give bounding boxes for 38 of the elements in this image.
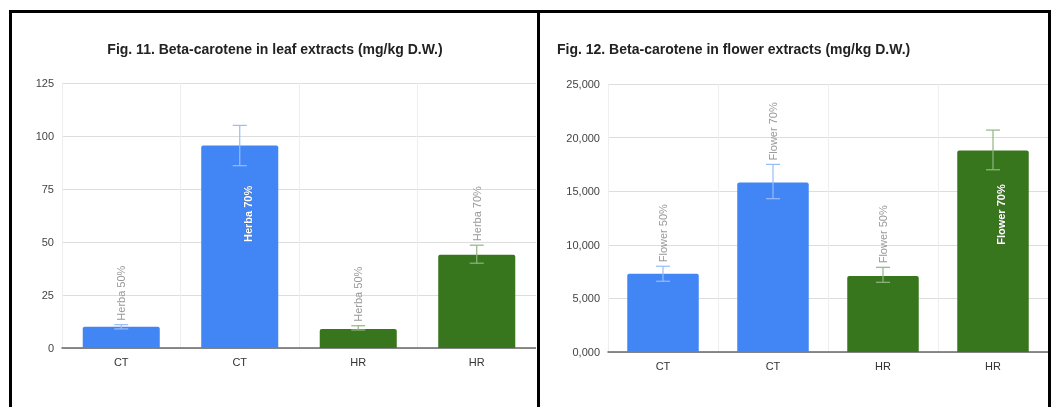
y-tick-label: 50 [41,236,54,248]
y-tick-label: 20,000 [566,131,600,144]
y-tick-label: 75 [41,183,54,195]
y-tick-label: 5,000 [572,292,600,305]
x-tick-label: CT [113,355,129,368]
data-label: Herba 70% [470,185,483,242]
data-label: Flower 50% [657,203,669,263]
bar [82,326,160,348]
data-label: Flower 70% [767,102,779,161]
data-label: Herba 70% [241,185,254,242]
y-tick-label: 10,000 [566,238,600,251]
data-label: Herba 50% [115,265,128,321]
x-tick-label: HR [875,359,891,372]
chart-title: Fig. 12. Beta-carotene in flower extracts (mg/kg D.W.) [557,41,911,57]
y-tick-label: 25,000 [566,78,600,90]
bar [319,328,397,348]
y-tick-label: 15,000 [566,185,600,198]
y-tick-label: 100 [35,130,54,142]
data-label: Herba 50% [352,266,365,322]
x-tick-label: HR [350,355,367,368]
bar [438,254,516,348]
bar [627,273,699,352]
y-tick-label: 25 [41,289,54,301]
x-tick-label: CT [655,359,671,372]
y-tick-label: 0,000 [572,346,600,358]
chart-title: Fig. 11. Beta-carotene in leaf extracts (mg/kg D.W.) [107,41,443,57]
y-tick-label: 0 [47,342,54,354]
y-tick-label: 125 [35,77,54,89]
x-tick-label: CT [232,355,248,368]
x-tick-label: HR [985,359,1001,372]
x-tick-label: HR [468,355,485,368]
data-label: Flower 70% [995,184,1007,245]
x-tick-label: CT [765,359,781,372]
data-label: Flower 50% [877,205,889,264]
bar [957,150,1029,352]
bar [201,145,279,348]
bar [737,182,809,352]
bar [847,275,919,352]
